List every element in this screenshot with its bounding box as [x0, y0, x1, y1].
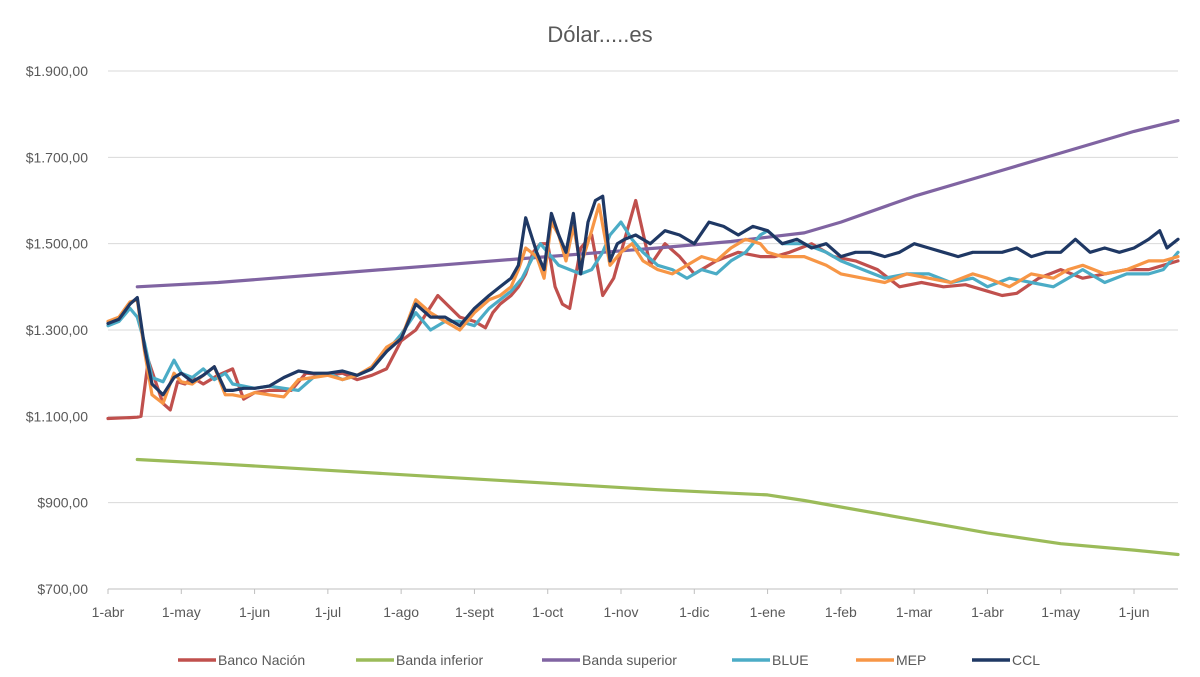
- x-tick-label: 1-oct: [532, 604, 563, 620]
- y-tick-label: $1.900,00: [26, 63, 88, 79]
- x-tick-label: 1-abr: [971, 604, 1004, 620]
- x-tick-label: 1-jun: [1118, 604, 1149, 620]
- legend-label: MEP: [896, 652, 926, 668]
- legend-label: Banda superior: [582, 652, 677, 668]
- x-tick-label: 1-abr: [92, 604, 125, 620]
- x-tick-label: 1-jun: [239, 604, 270, 620]
- x-tick-label: 1-sept: [455, 604, 494, 620]
- x-tick-label: 1-may: [162, 604, 201, 620]
- legend-label: CCL: [1012, 652, 1040, 668]
- legend: Banco Nación Banda inferior Banda superior…: [178, 652, 1040, 668]
- x-tick-label: 1-nov: [603, 604, 638, 620]
- series-line-2: [135, 118, 1180, 289]
- y-tick-label: $1.300,00: [26, 322, 88, 338]
- x-axis: 1-abr 1-may 1-jun 1-jul 1-ago 1-sept 1-oct 1-no…: [92, 588, 1178, 620]
- y-tick-label: $1.500,00: [26, 236, 88, 252]
- y-tick-label: $1.100,00: [26, 408, 88, 424]
- x-tick-label: 1-feb: [825, 604, 857, 620]
- gridlines: [108, 70, 1178, 504]
- x-tick-label: 1-may: [1041, 604, 1080, 620]
- y-tick-label: $1.700,00: [26, 149, 88, 165]
- legend-label: BLUE: [772, 652, 809, 668]
- chart-title: Dólar.....es: [547, 22, 652, 47]
- x-tick-label: 1-ago: [383, 604, 419, 620]
- series-lines: [106, 118, 1180, 557]
- y-tick-label: $700,00: [37, 581, 88, 597]
- series-line-5: [106, 194, 1180, 397]
- y-tick-label: $900,00: [37, 495, 88, 511]
- series-line-3: [106, 220, 1180, 392]
- x-tick-label: 1-jul: [315, 604, 341, 620]
- x-tick-label: 1-ene: [750, 604, 786, 620]
- x-tick-label: 1-dic: [679, 604, 709, 620]
- legend-label: Banda inferior: [396, 652, 484, 668]
- legend-label: Banco Nación: [218, 652, 305, 668]
- series-line-1: [135, 457, 1180, 557]
- y-axis-ticks: $700,00 $900,00 $1.100,00 $1.300,00 $1.500,0…: [26, 63, 89, 597]
- x-tick-label: 1-mar: [896, 604, 933, 620]
